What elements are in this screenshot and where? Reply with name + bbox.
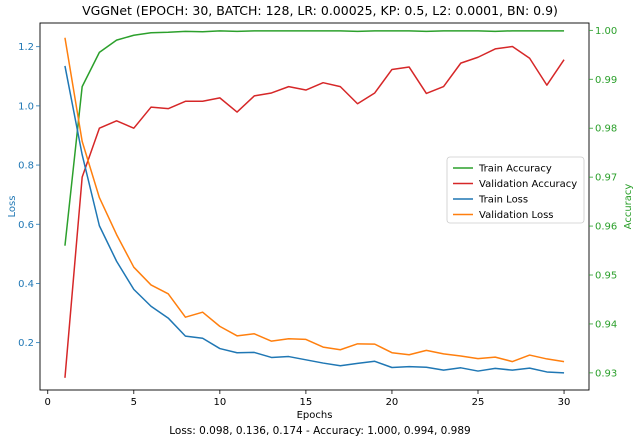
x-tick-label: 20	[386, 397, 399, 408]
x-axis-label: Epochs	[297, 410, 333, 421]
x-tick-label: 10	[213, 397, 226, 408]
chart-caption: Loss: 0.098, 0.136, 0.174 - Accuracy: 1.…	[169, 425, 471, 437]
x-tick-label: 15	[300, 397, 313, 408]
y-right-tick-label: 1.00	[595, 26, 617, 37]
legend-label: Validation Accuracy	[479, 179, 577, 190]
legend-label: Train Accuracy	[478, 164, 552, 175]
y-right-axis-label: Accuracy	[623, 184, 634, 230]
series-line-train-accuracy	[64, 30, 565, 246]
y-left-tick-label: 0.2	[18, 338, 34, 349]
legend-box	[446, 156, 585, 224]
y-left-tick-label: 1.0	[18, 101, 34, 112]
series-line-validation-loss	[64, 37, 565, 363]
x-tick-label: 30	[558, 397, 571, 408]
y-left-tick-label: 1.2	[18, 42, 34, 53]
y-right-tick-label: 0.94	[595, 319, 617, 330]
series-line-validation-accuracy	[64, 45, 565, 378]
y-left-axis-label: Loss	[7, 196, 18, 218]
legend-label: Train Loss	[478, 195, 528, 206]
y-right-tick-label: 0.98	[595, 124, 617, 135]
chart-title: VGGNet (EPOCH: 30, BATCH: 128, LR: 0.000…	[82, 3, 558, 18]
series-line-train-loss	[64, 65, 565, 374]
x-tick-label: 25	[472, 397, 485, 408]
plot-frame	[39, 22, 590, 391]
y-right-tick-label: 0.97	[595, 173, 617, 184]
y-right-tick-label: 0.93	[595, 368, 617, 379]
y-right-tick-label: 0.95	[595, 271, 617, 282]
x-tick-label: 5	[131, 397, 137, 408]
y-left-tick-label: 0.8	[18, 161, 34, 172]
y-right-tick-label: 0.99	[595, 75, 617, 86]
y-right-tick-label: 0.96	[595, 222, 617, 233]
y-left-tick-label: 0.4	[18, 279, 34, 290]
legend-label: Validation Loss	[479, 210, 554, 221]
x-tick-label: 0	[45, 397, 51, 408]
y-left-tick-label: 0.6	[18, 220, 34, 231]
